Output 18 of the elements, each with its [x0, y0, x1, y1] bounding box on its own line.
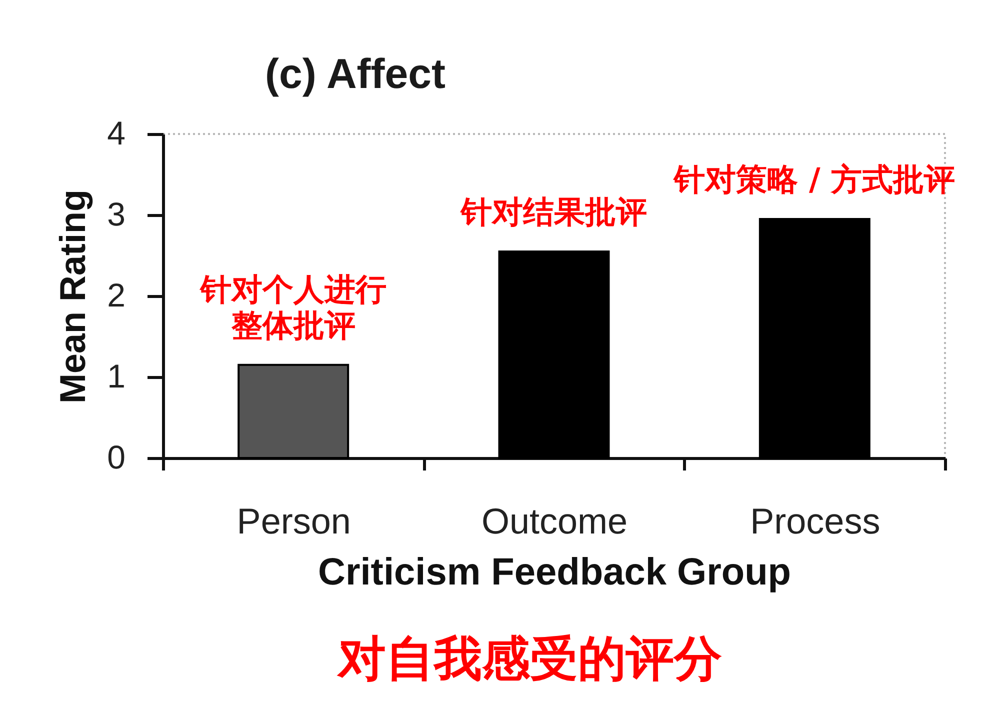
x-axis-title: Criticism Feedback Group	[318, 552, 792, 594]
y-tick-label: 1	[107, 358, 126, 394]
chart-title: (c) Affect	[265, 50, 446, 97]
bar	[498, 250, 610, 459]
annotation: 针对个人进行整体批评	[198, 272, 386, 344]
y-axis-title: Mean Rating	[52, 189, 94, 404]
bar	[238, 364, 350, 459]
x-tick-label: Person	[236, 500, 351, 542]
annotation: 针对策略 / 方式批评	[672, 162, 956, 198]
annotation: 针对结果批评	[459, 194, 647, 230]
y-tick-label: 0	[107, 438, 126, 476]
bar	[758, 218, 870, 459]
x-tick-label: Outcome	[481, 500, 628, 542]
y-tick-label: 2	[107, 276, 126, 314]
text: 对自我感受的评分	[338, 631, 722, 688]
x-tick-label: Process	[750, 500, 880, 542]
y-tick-label: 4	[107, 114, 126, 152]
y-tick-label: 3	[107, 196, 126, 232]
